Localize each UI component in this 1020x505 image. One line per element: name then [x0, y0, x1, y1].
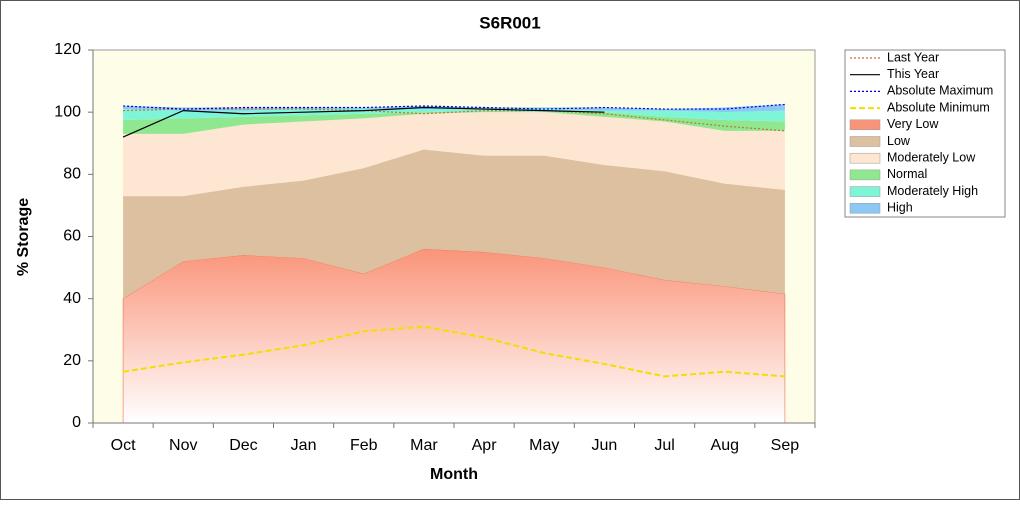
x-tick-label: Apr [472, 437, 498, 454]
x-tick-label: Feb [350, 437, 378, 454]
y-tick-label: 60 [63, 228, 81, 245]
legend-label: Very Low [887, 117, 939, 131]
y-axis-label: % Storage [15, 198, 32, 276]
legend-label: Moderately High [887, 184, 978, 198]
x-tick-label: May [529, 437, 559, 454]
legend-label: Moderately Low [887, 150, 976, 164]
y-tick-label: 100 [54, 103, 81, 120]
x-tick-label: Jul [654, 437, 674, 454]
band-area [123, 112, 785, 197]
x-tick-label: Nov [169, 437, 197, 454]
legend-label: Low [887, 134, 911, 148]
y-tick-label: 0 [72, 414, 81, 431]
legend-swatch [849, 136, 881, 147]
legend-swatch [849, 186, 881, 197]
legend-label: Absolute Minimum [887, 100, 990, 114]
legend-label: High [887, 201, 913, 215]
y-tick-label: 40 [63, 290, 81, 307]
series-line [122, 325, 785, 378]
legend-swatch [849, 203, 881, 214]
legend-label: Normal [887, 167, 927, 181]
x-tick-label: Mar [410, 437, 438, 454]
y-tick-label: 20 [63, 352, 81, 369]
legend-label: This Year [887, 67, 939, 81]
y-tick-label: 120 [54, 41, 81, 58]
x-tick-label: Jan [291, 437, 317, 454]
x-tick-label: Dec [229, 437, 257, 454]
legend-swatch [849, 169, 881, 181]
chart-title: S6R001 [479, 13, 540, 32]
legend-label: Absolute Maximum [887, 84, 993, 98]
legend-swatch [849, 152, 881, 164]
x-tick-label: Aug [711, 437, 739, 454]
band-area [123, 110, 785, 134]
series-line [123, 108, 785, 132]
x-tick-label: Sep [771, 437, 800, 454]
x-tick-label: Jun [592, 437, 618, 454]
legend-swatch [849, 119, 881, 131]
x-tick-label: Oct [111, 437, 136, 454]
series-line [122, 106, 605, 138]
y-tick-label: 80 [63, 166, 81, 183]
band-area [123, 149, 785, 299]
x-axis-label: Month [430, 466, 478, 483]
legend-label: Last Year [887, 50, 939, 64]
